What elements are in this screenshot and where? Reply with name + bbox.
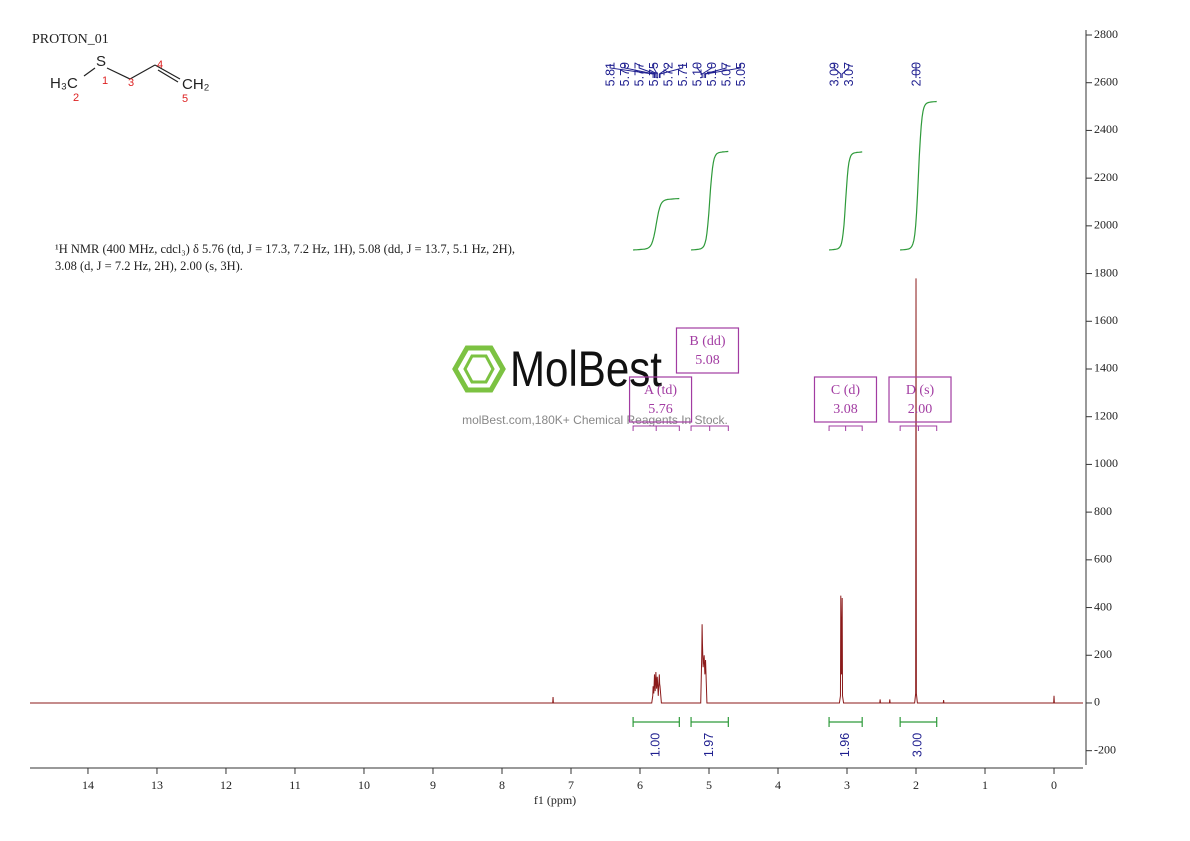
y-tick-label: 2200	[1094, 170, 1118, 184]
y-tick-label: 1400	[1094, 361, 1118, 375]
peak-connector	[653, 64, 658, 78]
y-tick-label: 1600	[1094, 313, 1118, 327]
atom-label: CH₂	[182, 76, 210, 93]
x-tick-label: 6	[637, 778, 643, 792]
multiplet-range	[828, 425, 863, 431]
x-tick-label: 9	[430, 778, 436, 792]
multiplet-range	[632, 425, 680, 431]
y-tick-label: 600	[1094, 552, 1112, 566]
multiplet-shift: 5.08	[695, 353, 720, 368]
integral-bracket	[632, 717, 680, 727]
integral-curve	[633, 197, 680, 251]
integral-label: 1.96	[838, 733, 852, 757]
multiplet-shift: 5.76	[648, 402, 673, 417]
peak-connector	[638, 64, 657, 78]
x-tick-label: 8	[499, 778, 505, 792]
peak-label: 5.10	[690, 62, 704, 86]
multiplet-range	[690, 425, 729, 431]
integral-curve	[900, 100, 937, 251]
peak-connector	[658, 64, 669, 78]
integral-bracket	[690, 717, 729, 727]
x-tick-label: 0	[1051, 778, 1057, 792]
multiplet-range	[899, 425, 938, 431]
multiplet-name: A (td)	[644, 383, 677, 398]
y-tick-label: 1200	[1094, 408, 1118, 422]
peak-label: 3.09	[828, 62, 842, 86]
atom-label: S	[96, 53, 106, 70]
multiplet-box	[628, 376, 693, 423]
peak-connector	[833, 64, 842, 78]
integral-curve	[829, 151, 863, 251]
x-tick-label: 14	[82, 778, 94, 792]
integral-label: 1.97	[702, 733, 716, 757]
x-tick-label: 3	[844, 778, 850, 792]
y-tick-label: 2400	[1094, 122, 1118, 136]
y-tick-label: 2800	[1094, 27, 1118, 41]
watermark-name: MolBest	[510, 341, 662, 397]
y-tick-label: 400	[1094, 599, 1112, 613]
atom-number: 4	[157, 59, 163, 71]
peak-label: 5.75	[647, 62, 661, 86]
integral-curve	[691, 150, 729, 251]
x-tick-label: 11	[289, 778, 301, 792]
peak-label: 5.72	[661, 62, 675, 86]
multiplet-box	[675, 327, 740, 374]
chart-title: PROTON_01	[32, 32, 109, 47]
integral-label: 1.00	[649, 733, 663, 757]
x-tick-label: 1	[982, 778, 988, 792]
peak-label: 5.71	[676, 62, 690, 86]
multiplet-name: B (dd)	[689, 334, 726, 349]
y-tick-label: -200	[1094, 742, 1116, 756]
x-axis-label: f1 (ppm)	[534, 793, 576, 807]
peak-connector	[624, 64, 655, 78]
integral-label: 3.00	[911, 733, 925, 757]
peak-label: 5.10	[705, 62, 719, 86]
y-tick-label: 0	[1094, 695, 1100, 709]
integral-bracket	[899, 717, 938, 727]
multiplet-shift: 3.08	[833, 402, 858, 417]
peak-label: 5.07	[719, 62, 733, 86]
atom-number: 3	[128, 77, 134, 89]
y-tick-label: 1800	[1094, 265, 1118, 279]
watermark-logo	[452, 345, 506, 393]
y-tick-label: 800	[1094, 504, 1112, 518]
x-tick-label: 10	[358, 778, 370, 792]
peak-connector	[703, 64, 727, 78]
multiplet-shift: 2.00	[908, 402, 933, 417]
x-tick-label: 4	[775, 778, 781, 792]
y-tick-label: 1000	[1094, 456, 1118, 470]
multiplet-name: D (s)	[906, 383, 935, 398]
description: 3.08 (d, J = 7.2 Hz, 2H), 2.00 (s, 3H).	[55, 259, 243, 273]
x-tick-label: 5	[706, 778, 712, 792]
x-tick-label: 7	[568, 778, 574, 792]
peak-label: 3.07	[842, 62, 856, 86]
atom-number: 2	[73, 92, 79, 104]
peak-connector	[609, 64, 654, 78]
peak-connector	[659, 64, 684, 78]
watermark-tagline: molBest.com,180K+ Chemical Reagents In S…	[462, 413, 728, 427]
integral-bracket	[828, 717, 863, 727]
peak-connector	[841, 64, 850, 78]
atom-label: H₃C	[50, 75, 78, 92]
multiplet-box	[813, 376, 878, 423]
multiplet-box	[888, 376, 952, 423]
x-tick-label: 2	[913, 778, 919, 792]
peak-connector	[701, 64, 713, 78]
structure-bonds	[83, 64, 181, 83]
peak-label: 5.79	[618, 62, 632, 86]
peak-connector	[705, 64, 742, 78]
y-tick-label: 2000	[1094, 218, 1118, 232]
y-tick-label: 2600	[1094, 74, 1118, 88]
x-tick-label: 13	[151, 778, 163, 792]
atom-number: 5	[182, 93, 188, 105]
atom-number: 1	[102, 75, 108, 87]
description: ¹H NMR (400 MHz, cdcl₃) δ 5.76 (td, J = …	[55, 242, 515, 256]
x-tick-label: 12	[220, 778, 232, 792]
spectrum	[30, 278, 1083, 704]
peak-label: 5.77	[632, 62, 646, 86]
y-tick-label: 200	[1094, 647, 1112, 661]
multiplet-name: C (d)	[831, 383, 861, 398]
